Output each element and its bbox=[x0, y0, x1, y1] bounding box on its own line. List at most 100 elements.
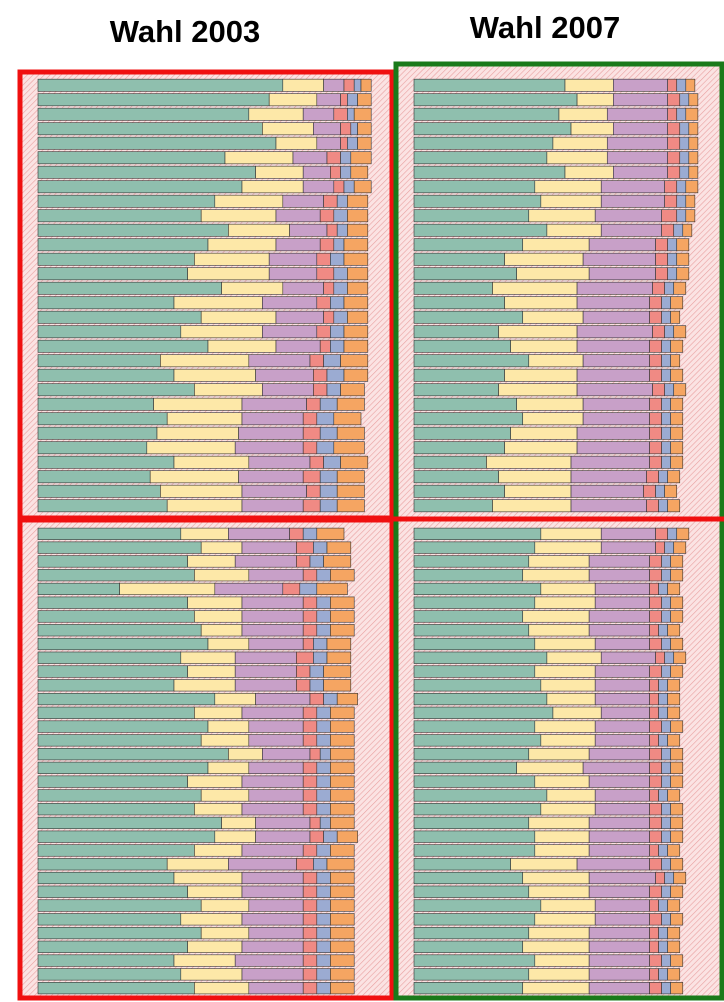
bar-segment bbox=[330, 734, 355, 747]
bar-segment bbox=[676, 209, 687, 223]
bar-segment bbox=[655, 267, 668, 281]
bar-segment bbox=[326, 858, 355, 871]
bar-segment bbox=[316, 899, 331, 912]
bar-segment bbox=[347, 310, 369, 324]
bar-segment bbox=[670, 954, 684, 967]
bar-segment bbox=[37, 412, 168, 426]
bar-segment bbox=[194, 982, 250, 995]
bar-segment bbox=[413, 441, 505, 455]
bar-segment bbox=[330, 844, 355, 857]
bar-segment bbox=[413, 706, 554, 719]
bar-segment bbox=[37, 527, 182, 540]
bar-segment bbox=[673, 223, 684, 237]
bar-segment bbox=[302, 720, 318, 733]
bar-segment bbox=[326, 651, 352, 664]
bar-segment bbox=[649, 296, 662, 310]
bar-segment bbox=[570, 470, 647, 484]
bar-segment bbox=[302, 470, 321, 484]
bar-segment bbox=[570, 122, 614, 136]
bar-segment bbox=[667, 706, 681, 719]
bar-segment bbox=[302, 913, 318, 926]
bar-segment bbox=[649, 968, 659, 981]
bar-segment bbox=[670, 339, 684, 353]
bar-segment bbox=[214, 830, 256, 843]
bar-segment bbox=[241, 968, 304, 981]
bar-segment bbox=[649, 397, 662, 411]
bar-segment bbox=[316, 441, 335, 455]
bar-segment bbox=[248, 899, 304, 912]
bar-segment bbox=[353, 78, 362, 92]
bar-segment bbox=[262, 325, 318, 339]
bar-segment bbox=[241, 844, 304, 857]
bar-segment bbox=[316, 871, 331, 885]
bar-segment bbox=[37, 368, 175, 382]
bar-segment bbox=[649, 926, 659, 940]
bar-segment bbox=[187, 665, 236, 678]
bar-segment bbox=[600, 180, 665, 194]
bar-segment bbox=[194, 610, 243, 623]
bar-segment bbox=[667, 122, 681, 136]
bar-segment bbox=[658, 470, 668, 484]
bar-segment bbox=[664, 541, 675, 554]
bar-segment bbox=[319, 339, 331, 353]
bar-segment bbox=[682, 223, 693, 237]
bar-segment bbox=[413, 610, 524, 623]
chart-title: Wahl 2003 bbox=[110, 14, 260, 49]
bar-segment bbox=[268, 93, 318, 107]
bar-segment bbox=[661, 397, 672, 411]
bar-segment bbox=[649, 624, 659, 637]
bar-segment bbox=[37, 325, 182, 339]
bar-segment bbox=[649, 816, 662, 830]
bar-segment bbox=[688, 122, 699, 136]
bar-segment bbox=[330, 720, 355, 733]
bar-segment bbox=[658, 582, 668, 596]
bar-segment bbox=[330, 706, 355, 719]
bar-segment bbox=[316, 761, 331, 774]
bar-segment bbox=[302, 968, 318, 981]
bar-segment bbox=[37, 596, 188, 609]
bar-segment bbox=[330, 624, 355, 637]
bar-segment bbox=[316, 93, 341, 107]
bar-segment bbox=[255, 816, 311, 830]
bar-segment bbox=[309, 665, 324, 678]
bar-segment bbox=[546, 789, 596, 802]
bar-segment bbox=[676, 238, 690, 252]
bar-segment bbox=[37, 899, 202, 912]
bar-segment bbox=[319, 397, 338, 411]
bar-segment bbox=[241, 541, 297, 554]
bar-segment bbox=[180, 968, 243, 981]
bar-segment bbox=[413, 165, 566, 179]
bar-segment bbox=[340, 165, 352, 179]
bar-segment bbox=[330, 252, 345, 266]
bar-segment bbox=[37, 383, 195, 397]
bar-segment bbox=[413, 180, 536, 194]
bar-segment bbox=[564, 78, 614, 92]
bar-segment bbox=[323, 354, 341, 368]
bar-segment bbox=[670, 720, 684, 733]
bar-segment bbox=[241, 706, 304, 719]
bar-segment bbox=[214, 582, 284, 596]
bar-segment bbox=[194, 706, 243, 719]
bar-segment bbox=[588, 968, 650, 981]
bar-segment bbox=[661, 296, 672, 310]
bar-segment bbox=[316, 926, 331, 940]
bar-segment bbox=[670, 775, 684, 788]
bar-segment bbox=[330, 339, 345, 353]
bar-segment bbox=[333, 209, 348, 223]
bar-segment bbox=[670, 637, 684, 651]
bar-segment bbox=[413, 412, 524, 426]
bar-segment bbox=[248, 637, 304, 651]
bar-segment bbox=[676, 180, 687, 194]
bar-segment bbox=[413, 913, 536, 926]
bar-segment bbox=[655, 484, 665, 498]
bar-segment bbox=[413, 310, 524, 324]
bar-segment bbox=[670, 412, 684, 426]
bar-segment bbox=[37, 339, 209, 353]
bar-segment bbox=[292, 151, 328, 165]
bar-segment bbox=[302, 899, 318, 912]
bar-segment bbox=[248, 761, 304, 774]
bar-segment bbox=[413, 499, 493, 513]
bar-segment bbox=[309, 455, 324, 469]
bar-segment bbox=[670, 610, 684, 623]
